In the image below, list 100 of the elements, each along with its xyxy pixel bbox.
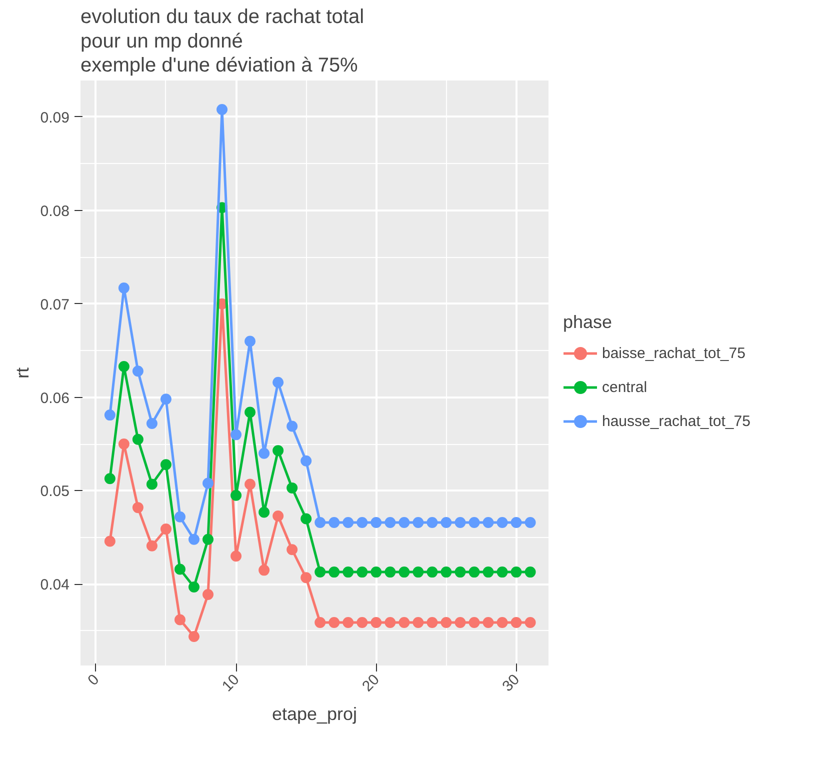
point [104,410,116,421]
point [412,517,424,528]
point [454,617,466,628]
point [118,282,130,294]
point [300,513,312,524]
point [314,566,326,578]
x-axis-title: etape_proj [272,704,358,724]
point [300,455,312,466]
chart-title: evolution du taux de rachat total pour un mp donné exemple d'une déviation à 75% [80,6,364,76]
point [272,445,284,456]
y-axis-title: rt [12,368,32,378]
point [412,566,424,578]
point [398,517,410,528]
point [160,459,172,470]
point [342,617,354,628]
point [356,617,368,628]
point [272,510,284,522]
point [258,506,270,518]
point [426,566,438,578]
x-tick-label: 20 [359,671,383,696]
point [300,572,312,584]
point [468,617,480,628]
y-tick-label: 0.07 [40,296,70,314]
point [328,617,340,628]
point [510,617,522,628]
point [188,631,200,642]
point [328,517,340,528]
point [454,517,466,528]
point [132,434,144,445]
x-tick-label: 10 [218,671,243,696]
point [370,517,382,528]
legend-title: phase [563,312,614,333]
point [286,420,298,432]
point [202,588,214,600]
point [174,614,186,626]
point [384,617,396,628]
point [174,511,186,522]
point [370,617,382,628]
y-tick-label: 0.04 [40,576,70,594]
point [524,566,536,578]
point [440,517,452,528]
legend-label: hausse_rachat_tot_75 [602,412,750,430]
y-tick-label: 0.05 [40,483,70,500]
point [272,376,284,388]
point [482,517,494,528]
point [454,566,466,578]
point [426,517,438,528]
point [258,564,270,576]
point [286,544,298,556]
point [342,517,354,528]
point [314,517,326,528]
point [314,617,326,628]
point [398,566,410,578]
point [524,617,536,628]
point [188,534,200,545]
point [118,360,130,372]
y-tick-label: 0.06 [40,390,70,407]
point [188,582,200,592]
point [440,566,452,578]
point [426,617,438,628]
y-tick-label: 0.09 [40,109,70,126]
point [496,617,508,628]
point [146,418,158,429]
legend-label: central [602,378,648,396]
point [146,478,158,490]
point [328,566,340,578]
x-tick-label: 30 [499,671,523,696]
point [104,536,116,547]
point [230,550,242,562]
point [230,429,242,440]
point [482,566,494,578]
point [370,566,382,578]
point [244,478,256,490]
point [160,394,172,405]
y-tick-label: 0.08 [40,202,70,220]
point [244,336,256,347]
point [468,566,480,578]
point [356,566,368,578]
point [482,617,494,628]
point [524,517,536,528]
point [132,502,144,514]
point [398,617,410,628]
point [412,617,424,628]
point [384,566,396,578]
point [510,566,522,578]
point [104,473,116,484]
x-tick-label: 0 [84,671,103,690]
point [496,517,508,528]
point [132,366,144,377]
point [244,406,256,418]
point [468,517,480,528]
point [216,104,228,115]
point [440,617,452,628]
legend-label: baisse_rachat_tot_75 [602,344,746,362]
point [146,540,158,552]
point [202,478,214,489]
point [174,564,186,575]
point [286,482,298,494]
point [160,524,172,535]
point [496,566,508,578]
